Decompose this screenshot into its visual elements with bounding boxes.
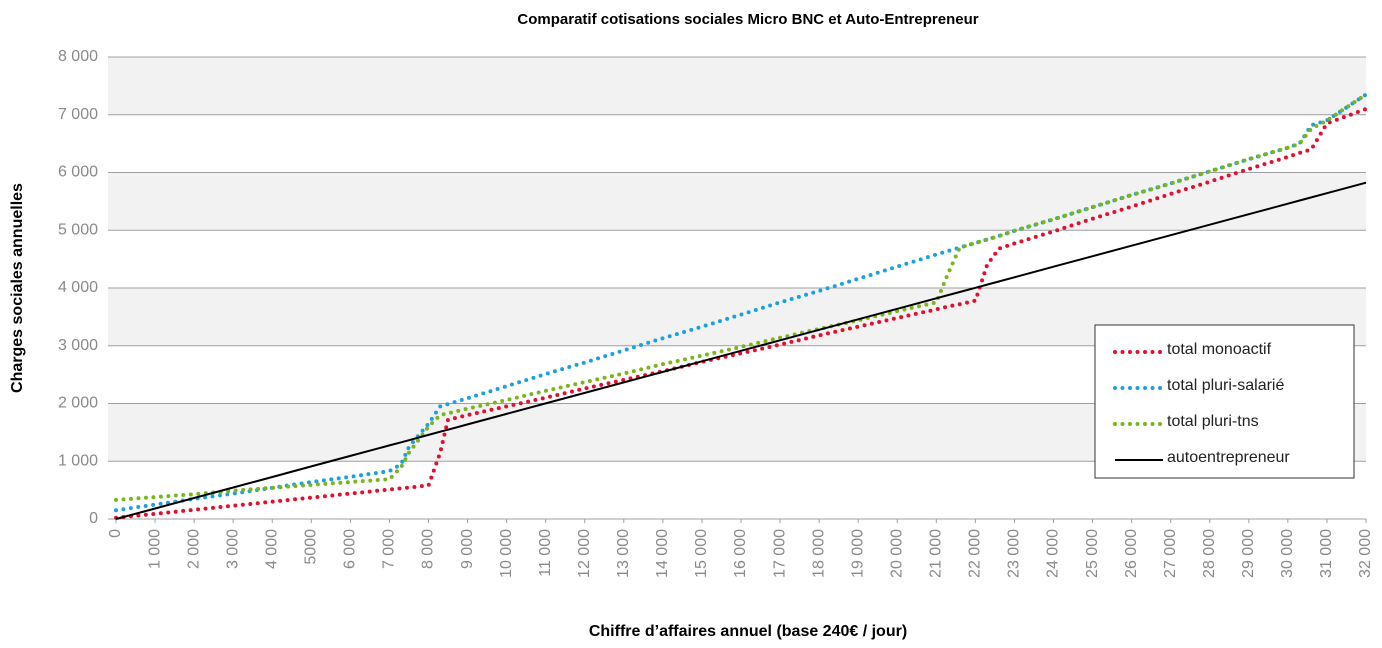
x-tick-label: 25 000 bbox=[1084, 529, 1101, 578]
x-tick-label: 3 000 bbox=[224, 529, 241, 569]
legend: total monoactif total pluri-salarié total … bbox=[1094, 324, 1355, 479]
x-tick-label: 23 000 bbox=[1006, 529, 1023, 578]
x-tick-label: 10 000 bbox=[498, 529, 515, 578]
y-tick-label: 2 000 bbox=[58, 395, 98, 412]
x-tick-label: 17 000 bbox=[771, 529, 788, 578]
legend-label: autoentrepreneur bbox=[1167, 449, 1290, 466]
x-tick-label: 7 000 bbox=[381, 529, 398, 569]
x-tick-label: 30 000 bbox=[1279, 529, 1296, 578]
grid-band bbox=[108, 57, 1366, 115]
x-tick-label: 14 000 bbox=[654, 529, 671, 578]
series-line bbox=[115, 181, 1367, 520]
x-axis-title: Chiffre d’affaires annuel (base 240€ / j… bbox=[589, 623, 907, 640]
series-line bbox=[114, 107, 1368, 520]
y-tick-label: 7 000 bbox=[58, 106, 98, 123]
x-tick-label: 8 000 bbox=[420, 529, 437, 569]
y-tick-label: 4 000 bbox=[58, 279, 98, 296]
x-tick-label: 13 000 bbox=[615, 529, 632, 578]
series-line bbox=[114, 92, 1368, 502]
y-tick-label: 3 000 bbox=[58, 337, 98, 354]
x-tick-label: 32 000 bbox=[1357, 529, 1374, 578]
y-tick-label: 1 000 bbox=[58, 452, 98, 469]
x-tick-label: 28 000 bbox=[1201, 529, 1218, 578]
x-tick-label: 9 000 bbox=[459, 529, 476, 569]
x-tick-label: 29 000 bbox=[1240, 529, 1257, 578]
x-tick-label: 22 000 bbox=[967, 529, 984, 578]
legend-label: total monoactif bbox=[1167, 341, 1272, 358]
y-axis-title: Charges sociales annuelles bbox=[9, 183, 26, 393]
x-tick-label: 4 000 bbox=[263, 529, 280, 569]
x-tick-label: 2 000 bbox=[185, 529, 202, 569]
x-tick-label: 11 000 bbox=[537, 529, 554, 577]
x-tick-label: 20 000 bbox=[888, 529, 905, 578]
grid-band bbox=[108, 172, 1366, 231]
x-tick-label: 16 000 bbox=[732, 529, 749, 578]
x-tick-label: 19 000 bbox=[849, 529, 866, 578]
y-tick-label: 5 000 bbox=[58, 221, 98, 238]
x-tick-label: 31 000 bbox=[1318, 529, 1335, 578]
legend-label: total pluri-salarié bbox=[1167, 377, 1284, 394]
x-tick-label: 21 000 bbox=[928, 529, 945, 578]
y-tick-label: 6 000 bbox=[58, 164, 98, 181]
x-tick-label: 24 000 bbox=[1045, 529, 1062, 578]
x-tick-label: 12 000 bbox=[576, 529, 593, 578]
y-tick-label: 8 000 bbox=[58, 48, 98, 65]
series-line bbox=[114, 92, 1368, 513]
x-tick-label: 0 bbox=[107, 529, 124, 538]
x-tick-label: 6 000 bbox=[342, 529, 359, 569]
x-tick-label: 18 000 bbox=[810, 529, 827, 578]
legend-label: total pluri-tns bbox=[1167, 413, 1259, 430]
x-tick-label: 27 000 bbox=[1162, 529, 1179, 578]
x-tick-label: 1 000 bbox=[146, 529, 163, 569]
chart-title: Comparatif cotisations sociales Micro BN… bbox=[517, 11, 978, 28]
x-tick-label: 5000 bbox=[303, 529, 320, 565]
x-tick-label: 26 000 bbox=[1123, 529, 1140, 578]
y-tick-label: 0 bbox=[89, 510, 98, 527]
x-tick-label: 15 000 bbox=[693, 529, 710, 578]
